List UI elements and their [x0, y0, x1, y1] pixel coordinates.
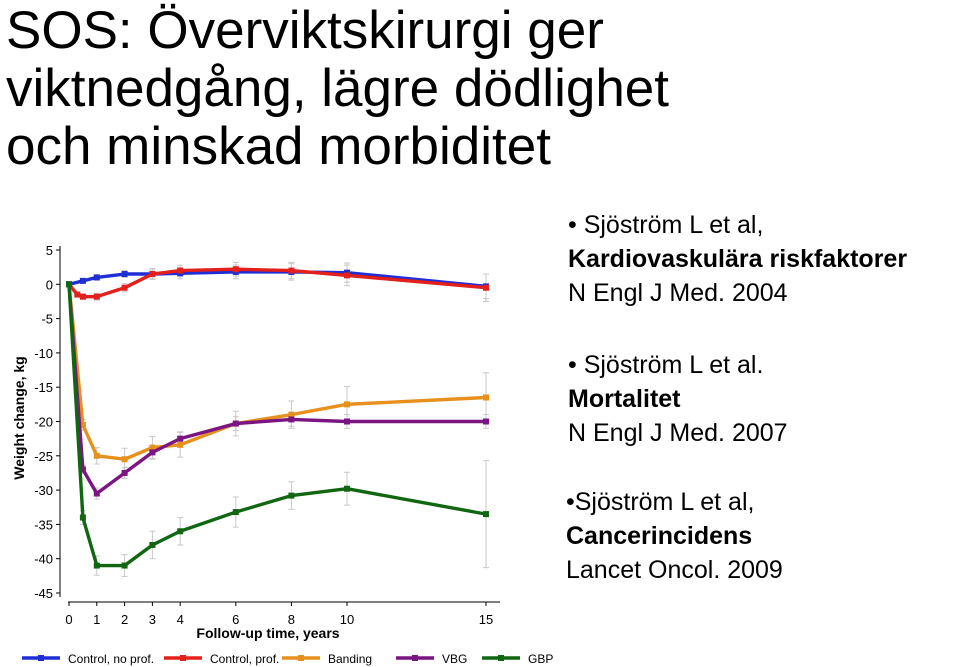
- data-point: [93, 490, 100, 497]
- data-point: [79, 514, 86, 521]
- legend-marker: [38, 655, 44, 661]
- series-line: [67, 284, 486, 496]
- data-point: [344, 401, 350, 408]
- legend-label: GBP: [528, 652, 553, 666]
- data-point: [66, 281, 72, 288]
- data-point: [93, 562, 100, 569]
- slide-title: SOS: Överviktskirurgi ger viktnedgång, l…: [6, 2, 669, 176]
- data-point: [93, 293, 100, 300]
- data-point: [344, 418, 350, 425]
- weight-change-chart: 50-5-10-15-20-25-30-35-40-450 1 2 3 4 6 8 10 15 …: [11, 243, 553, 666]
- y-tick-label: -25: [34, 449, 53, 464]
- legend-label: Banding: [328, 652, 372, 666]
- data-point: [288, 492, 295, 499]
- legend-label: VBG: [442, 652, 467, 666]
- data-point: [483, 511, 489, 518]
- data-point: [74, 291, 81, 298]
- reference-author: • Sjöström L et al.: [568, 351, 764, 379]
- y-tick-label: -15: [34, 380, 53, 395]
- data-point: [79, 466, 86, 473]
- x-axis-label: Follow-up time, years: [196, 625, 339, 641]
- reference-topic: Kardiovaskulära riskfaktorer: [568, 245, 908, 273]
- slide-title-line-3: och minskad morbiditet: [6, 117, 551, 176]
- y-axis-label: Weight change, kg: [11, 356, 27, 479]
- reference-topic: Mortalitet: [568, 385, 681, 413]
- legend-label: Control, no prof.: [68, 652, 154, 666]
- y-tick-label: -5: [41, 312, 53, 327]
- series-line: [67, 284, 487, 568]
- legend-marker: [412, 655, 418, 661]
- y-tick-label: -35: [34, 517, 53, 532]
- data-point: [121, 284, 128, 291]
- data-point: [344, 485, 350, 492]
- slide-title-line-1: SOS: Överviktskirurgi ger: [6, 1, 604, 60]
- slide-title-line-2: viktnedgång, lägre dödlighet: [6, 59, 669, 118]
- x-tick-label: 8: [288, 612, 295, 627]
- reference-journal: N Engl J Med. 2007: [568, 419, 788, 447]
- y-tick-label: 0: [46, 277, 53, 292]
- x-tick-label: 6: [232, 612, 239, 627]
- data-point: [288, 416, 295, 423]
- reference-item: • Sjöström L et al, Kardiovaskulära risk…: [568, 208, 907, 310]
- reference-item: •Sjöström L et al, Cancerincidens Lancet…: [566, 485, 783, 587]
- y-tick-label: -40: [34, 552, 53, 567]
- data-point: [79, 277, 86, 284]
- data-point: [121, 562, 128, 569]
- data-point: [121, 469, 128, 476]
- legend-label: Control, prof.: [210, 652, 279, 666]
- y-tick-label: -20: [34, 415, 53, 430]
- data-point: [483, 284, 489, 291]
- x-tick-label: 1: [93, 612, 100, 627]
- reference-journal: N Engl J Med. 2004: [568, 279, 788, 307]
- x-tick-label: 0: [65, 612, 72, 627]
- reference-author: •Sjöström L et al,: [566, 488, 755, 516]
- data-point: [177, 441, 184, 448]
- data-point: [149, 541, 156, 548]
- chart-legend: Control, no prof. Control, prof. Banding VB…: [22, 652, 553, 666]
- data-point: [483, 418, 489, 425]
- data-point: [121, 456, 128, 463]
- data-point: [232, 420, 239, 427]
- reference-item: • Sjöström L et al. Mortalitet N Engl J …: [568, 348, 788, 450]
- x-tick-label: 4: [177, 612, 184, 627]
- data-point: [149, 444, 156, 451]
- series-line: [67, 284, 487, 461]
- reference-author: • Sjöström L et al,: [568, 211, 764, 239]
- data-point: [288, 267, 295, 274]
- data-point: [344, 272, 350, 279]
- data-point: [177, 267, 184, 274]
- data-point: [149, 449, 156, 456]
- y-tick-label: 5: [46, 243, 53, 258]
- data-point: [288, 411, 295, 418]
- data-point: [93, 452, 100, 459]
- data-point: [93, 274, 100, 281]
- data-point: [177, 528, 184, 535]
- legend-marker: [498, 655, 504, 661]
- data-point: [79, 421, 86, 428]
- data-point: [149, 271, 156, 278]
- data-point: [232, 266, 239, 273]
- data-point: [79, 293, 86, 300]
- reference-topic: Cancerincidens: [566, 522, 753, 550]
- legend-marker: [298, 655, 304, 661]
- legend-marker: [180, 655, 186, 661]
- y-tick-label: -45: [34, 586, 53, 601]
- data-point: [232, 509, 239, 516]
- y-tick-label: -30: [34, 483, 53, 498]
- data-point: [121, 271, 128, 278]
- reference-journal: Lancet Oncol. 2009: [566, 556, 783, 584]
- data-point: [483, 394, 489, 401]
- y-tick-label: -10: [34, 346, 53, 361]
- x-tick-label: 3: [149, 612, 156, 627]
- data-point: [177, 435, 184, 442]
- x-tick-label: 10: [340, 612, 354, 627]
- x-tick-label: 15: [479, 612, 493, 627]
- x-tick-label: 2: [121, 612, 128, 627]
